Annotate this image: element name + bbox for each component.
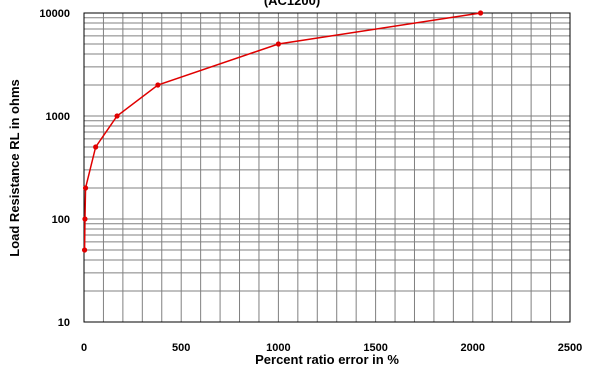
y-tick-label: 100: [52, 214, 70, 226]
data-point: [275, 41, 281, 47]
plot-area-border: [83, 12, 571, 323]
y-tick-label: 10: [58, 317, 70, 329]
grid: [84, 13, 570, 322]
x-tick-label: 500: [172, 342, 190, 354]
y-tick-labels: 10 100 1000 10000: [39, 8, 70, 329]
data-point: [155, 82, 161, 88]
data-point: [82, 216, 88, 222]
x-tick-label: 2000: [461, 342, 485, 354]
x-tick-labels: 0 500 1000 1500 2000 2500: [81, 342, 582, 354]
series-line: [83, 12, 481, 251]
x-tick-label: 0: [81, 342, 87, 354]
x-axis-title: Percent ratio error in %: [255, 352, 399, 367]
x-tick-label: 1500: [363, 342, 387, 354]
data-series: [81, 10, 484, 253]
chart-title: (AC1200): [264, 0, 320, 8]
y-tick-label: 10000: [39, 8, 70, 20]
data-point: [81, 247, 88, 253]
y-axis-title: Load Resistance RL in ohms: [7, 79, 22, 256]
data-point: [82, 185, 89, 191]
x-tick-label: 2500: [558, 342, 582, 354]
data-point: [477, 10, 484, 16]
data-point: [114, 113, 120, 119]
y-tick-label: 1000: [46, 111, 70, 123]
x-tick-label: 1000: [266, 342, 290, 354]
data-point: [93, 144, 99, 150]
